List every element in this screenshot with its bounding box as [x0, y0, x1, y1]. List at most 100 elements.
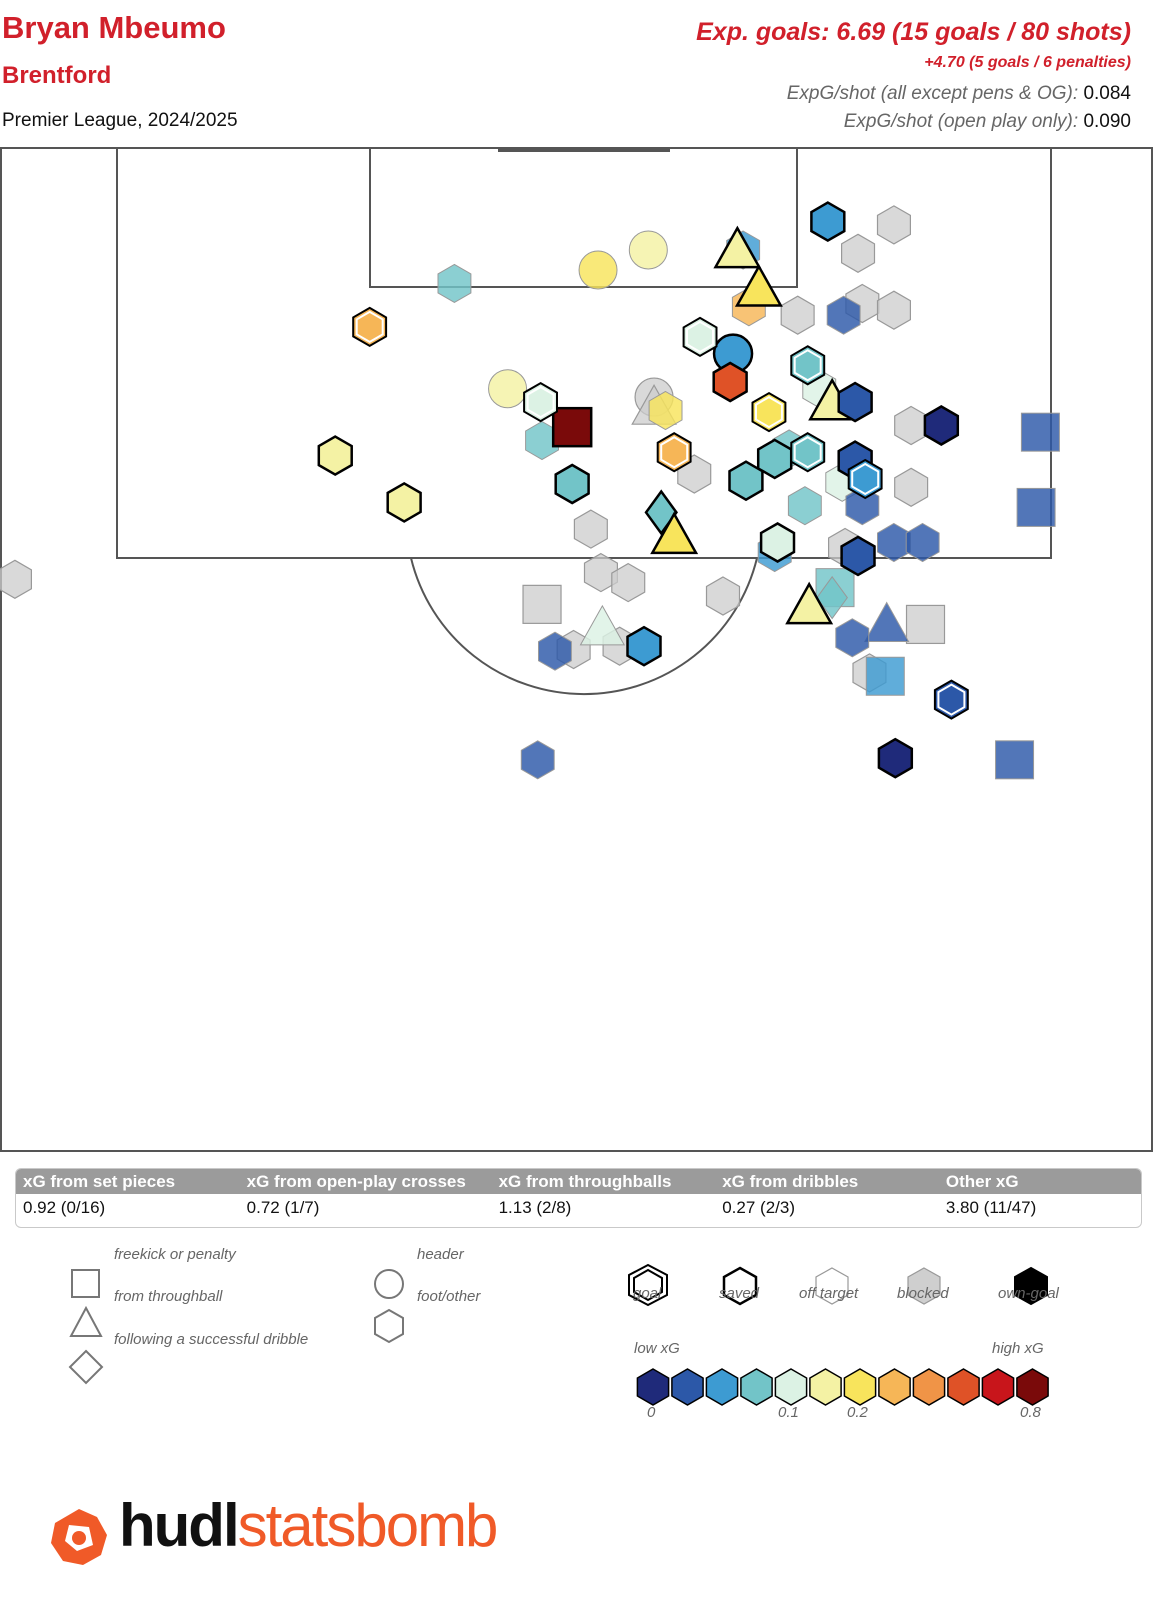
header-throughballs: xG from throughballs: [498, 1172, 672, 1191]
scale-tick-0.8: 0.8: [1020, 1404, 1041, 1421]
logo-statsbomb-text: statsbomb: [237, 1492, 499, 1559]
shot-marker: [751, 391, 787, 433]
outcome-label-saved: saved: [719, 1285, 760, 1302]
outcome-label-own-goal: own-goal: [998, 1285, 1059, 1302]
shot-marker: [712, 361, 748, 403]
shot-marker: [816, 575, 848, 620]
rate1-label: ExpG/shot (all except pens & OG):: [786, 83, 1079, 104]
shot-marker: [995, 740, 1035, 780]
xg-per-shot-open-play: ExpG/shot (open play only): 0.090: [844, 111, 1131, 133]
shot-marker: [923, 405, 960, 446]
value-other-xg: 3.80 (11/47): [945, 1198, 1037, 1217]
scale-swatch: [705, 1368, 739, 1406]
header-dribbles: xG from dribbles: [722, 1172, 859, 1191]
penalty-arc: [410, 557, 758, 696]
blocked-icon: [907, 1267, 941, 1305]
shot-marker: [488, 369, 528, 409]
triangle-icon: [69, 1305, 103, 1337]
shot-marker: [1020, 412, 1060, 452]
off-target-icon: [815, 1267, 849, 1305]
shot-marker: [1016, 487, 1056, 527]
shot-marker: [628, 230, 668, 270]
shots-layer: [0, 201, 1060, 780]
shot-marker: [682, 316, 718, 358]
legend-label-throughball: from throughball: [114, 1288, 223, 1305]
legend-shapes: [68, 1263, 1049, 1406]
scale-swatch: [774, 1368, 808, 1406]
penalty-summary: +4.70 (5 goals / 6 penalties): [924, 54, 1131, 71]
shot-marker: [728, 460, 764, 502]
shot-marker: [847, 458, 883, 500]
legend: freekick or penalty from throughball fol…: [0, 1230, 1153, 1460]
xg-breakdown-header: xG from set pieces xG from open-play cro…: [16, 1169, 1141, 1194]
shot-marker: [538, 631, 572, 671]
shot-marker: [835, 618, 870, 658]
shot-marker: [734, 264, 783, 307]
scale-swatch: [636, 1368, 670, 1406]
header-set-pieces: xG from set pieces: [23, 1172, 176, 1191]
xg-breakdown-values: 0.92 (0/16) 0.72 (1/7) 1.13 (2/8) 0.27 (…: [16, 1194, 1141, 1227]
own-goal-icon: [1014, 1266, 1048, 1306]
rate2-label: ExpG/shot (open play only):: [843, 111, 1079, 132]
shot-marker: [0, 559, 32, 599]
shot-marker: [579, 604, 626, 646]
legend-label-header: header: [417, 1246, 464, 1263]
scale-swatch: [671, 1368, 704, 1406]
diamond-icon: [68, 1349, 104, 1385]
scale-swatch: [809, 1368, 842, 1406]
value-throughballs: 1.13 (2/8): [498, 1198, 572, 1217]
competition-label: Premier League, 2024/2025: [2, 110, 238, 131]
scale-low-label: low xG: [634, 1340, 680, 1357]
hexagon-icon: [374, 1308, 404, 1344]
header-other-xg: Other xG: [945, 1172, 1019, 1191]
shot-marker: [877, 737, 914, 779]
goal-icon: [628, 1263, 668, 1307]
rate2-value: 0.090: [1083, 111, 1131, 132]
shot-marker: [840, 233, 876, 273]
shot-marker: [648, 390, 683, 431]
logo-hudl-text: hudl: [119, 1492, 240, 1559]
saved-icon: [722, 1266, 758, 1306]
outcome-label-blocked: blocked: [897, 1285, 949, 1302]
shot-marker: [523, 381, 558, 423]
shot-marker: [650, 511, 699, 555]
shot-marker: [656, 432, 692, 473]
shot-marker: [386, 481, 422, 523]
shot-marker: [437, 263, 472, 303]
shot-marker: [905, 604, 946, 645]
outcome-label-off-target: off target: [799, 1285, 859, 1302]
logo-wordmark: hudlstatsbomb: [119, 1491, 499, 1560]
shot-marker: [522, 584, 562, 624]
shot-marker: [611, 562, 646, 603]
legend-label-dribble: following a successful dribble: [114, 1331, 309, 1348]
xg-summary: Exp. goals: 6.69 (15 goals / 80 shots): [696, 18, 1131, 46]
shot-map: [0, 147, 1153, 1152]
square-icon: [71, 1269, 100, 1298]
shot-marker: [876, 205, 912, 245]
shot-marker: [551, 406, 593, 448]
scale-tick-0: 0: [647, 1404, 656, 1421]
team-name: Brentford: [2, 62, 112, 89]
value-set-pieces: 0.92 (0/16): [23, 1198, 106, 1217]
shot-marker: [837, 381, 873, 423]
scale-swatch: [843, 1368, 877, 1406]
shot-marker: [787, 486, 822, 526]
outcome-label-goal: goal: [633, 1285, 662, 1302]
shot-marker: [790, 432, 826, 473]
value-dribbles: 0.27 (2/3): [722, 1198, 795, 1217]
shot-marker: [317, 435, 353, 477]
shot-marker: [864, 601, 910, 643]
shot-marker: [865, 656, 905, 696]
value-open-play-crosses: 0.72 (1/7): [246, 1198, 320, 1217]
shot-marker: [876, 290, 912, 330]
legend-label-freekick: freekick or penalty: [114, 1246, 236, 1263]
shot-marker: [840, 535, 876, 577]
scale-tick-0.1: 0.1: [778, 1404, 799, 1421]
shot-marker: [826, 295, 861, 335]
shot-marker: [352, 306, 388, 348]
xg-breakdown-table: xG from set pieces xG from open-play cro…: [15, 1168, 1142, 1228]
scale-swatch: [878, 1368, 911, 1406]
shot-marker: [894, 467, 929, 507]
shot-marker: [933, 679, 969, 720]
shot-marker: [578, 250, 618, 290]
